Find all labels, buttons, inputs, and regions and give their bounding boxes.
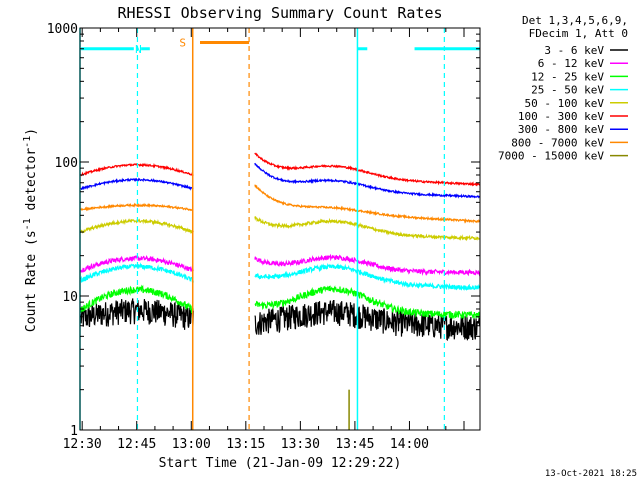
- legend-label-8: 800 - 7000 keV: [511, 136, 604, 149]
- series-line-6-seg-2: [254, 152, 481, 187]
- x-tick-label: 13:15: [226, 437, 265, 452]
- y-axis-label-sup2: -1: [22, 136, 33, 148]
- y-axis-label-mid: detector: [24, 148, 39, 219]
- series-line-8-seg-2: [254, 184, 481, 224]
- series-line-7-seg-2: [254, 162, 481, 199]
- legend-label-5: 50 - 100 keV: [525, 97, 605, 110]
- x-tick-label: 14:00: [390, 437, 429, 452]
- x-tick-label: 13:30: [281, 437, 320, 452]
- series-line-3-seg-1: [80, 284, 194, 314]
- chart-axes: 1 10 100 1000 12:30 12:45 13:00 13:15 13:30 13:45…: [47, 22, 481, 452]
- y-tick-label: 1000: [47, 22, 78, 37]
- legend-header-2: FDecim 1, Att 0: [529, 27, 628, 40]
- y-axis-label-main: Count Rate (s: [24, 230, 39, 332]
- y-axis-label-end: ): [24, 128, 39, 136]
- legend-label-1: 3 - 6 keV: [544, 44, 604, 57]
- y-axis-label-sup1: -1: [22, 218, 33, 230]
- y-tick-label: 1: [70, 424, 78, 439]
- legend-label-4: 25 - 50 keV: [531, 84, 604, 97]
- footer-timestamp: 13-Oct-2021 18:25: [545, 469, 637, 479]
- y-tick-label: 10: [62, 290, 78, 305]
- x-tick-label: 12:45: [117, 437, 156, 452]
- flag-label-2: S: [179, 36, 186, 49]
- legend-label-7: 300 - 800 keV: [518, 123, 604, 136]
- chart-title: RHESSI Observing Summary Count Rates: [117, 4, 442, 22]
- series-line-8-seg-1: [80, 202, 194, 212]
- x-tick-label: 12:30: [63, 437, 102, 452]
- series-line-7-seg-1: [80, 177, 194, 191]
- series-line-4-seg-2: [254, 263, 481, 291]
- plot-frame: [79, 27, 481, 431]
- x-tick-label: 13:45: [335, 437, 374, 452]
- legend-label-3: 12 - 25 keV: [531, 70, 604, 83]
- x-axis-label: Start Time (21-Jan-09 12:29:22): [159, 456, 402, 471]
- series-line-5-seg-2: [254, 215, 480, 242]
- x-tick-label: 13:00: [172, 437, 211, 452]
- y-axis-label: Count Rate (s-1 detector-1): [22, 128, 39, 332]
- flag-label-1: N: [135, 43, 142, 56]
- svg-text:Count Rate (s-1 detector-1): Count Rate (s-1 detector-1): [22, 128, 39, 332]
- series-line-2-seg-2: [254, 253, 481, 277]
- y-tick-label: 100: [55, 156, 78, 171]
- series-line-1-seg-2: [254, 300, 481, 341]
- legend-label-6: 100 - 300 keV: [518, 110, 604, 123]
- series-line-3-seg-2: [254, 285, 481, 320]
- legend-label-2: 6 - 12 keV: [538, 57, 605, 70]
- legend-label-9: 7000 - 15000 keV: [498, 150, 604, 163]
- chart-legend: Det 1,3,4,5,6,9,FDecim 1, Att 0 3 - 6 keV…: [498, 14, 628, 163]
- legend-header-1: Det 1,3,4,5,6,9,: [522, 14, 628, 27]
